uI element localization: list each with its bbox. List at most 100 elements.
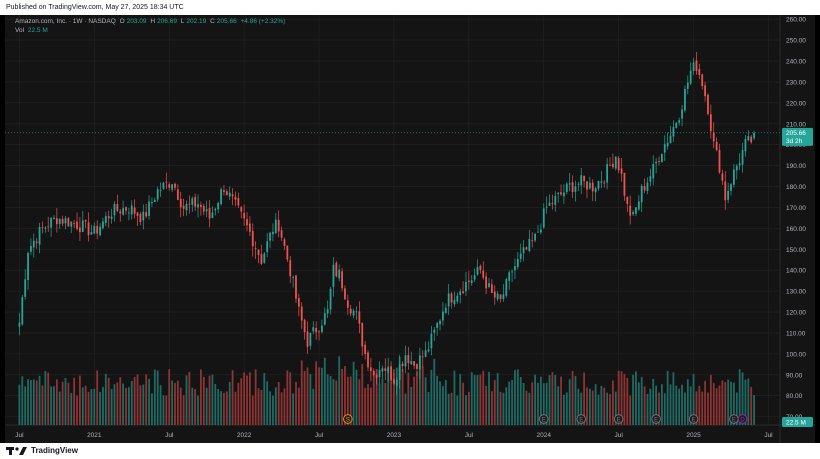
candle-body xyxy=(165,181,168,183)
volume-bar xyxy=(27,379,29,425)
price-tick-label: 110.00 xyxy=(786,330,806,337)
candle-body xyxy=(332,264,335,287)
price-tick-label: 250.00 xyxy=(786,38,806,45)
candle-body xyxy=(453,300,456,305)
candle-body xyxy=(643,186,646,191)
volume-bar xyxy=(133,376,136,425)
footer-brand: TradingView xyxy=(31,446,78,455)
published-text: Published on TradingView.com, May 27, 20… xyxy=(6,4,184,11)
candle-body xyxy=(557,192,560,195)
volume-bar xyxy=(32,379,35,425)
earnings-marker-label: E xyxy=(579,417,583,423)
candle-body xyxy=(473,275,476,280)
price-chart[interactable]: 70.0080.0090.00100.00110.00120.00130.001… xyxy=(5,15,815,443)
volume-bar xyxy=(352,361,355,425)
volume-bar xyxy=(750,386,753,425)
candle-body xyxy=(329,288,332,310)
earnings-marker-circle xyxy=(576,414,586,424)
candle-body xyxy=(735,165,738,171)
volume-bar xyxy=(404,393,407,425)
candle-body xyxy=(444,307,447,314)
volume-bar xyxy=(534,374,537,425)
volume-bar xyxy=(727,379,730,425)
earnings-marker[interactable]: E xyxy=(651,414,661,424)
candle-body xyxy=(476,267,479,275)
volume-bar xyxy=(309,373,312,425)
volume-bar xyxy=(660,384,663,425)
candle-body xyxy=(744,139,747,152)
volume-bar xyxy=(375,368,378,425)
price-tick-label: 230.00 xyxy=(786,79,806,86)
volume-bar xyxy=(272,395,274,425)
candle-body xyxy=(603,182,606,184)
volume-bar xyxy=(303,370,306,425)
candle-body xyxy=(116,203,119,212)
candle-body xyxy=(450,293,453,303)
chart-frame[interactable]: 70.0080.0090.00100.00110.00120.00130.001… xyxy=(5,15,815,443)
volume-bar xyxy=(231,370,234,425)
volume-bar xyxy=(81,387,84,425)
candle-body xyxy=(228,192,231,197)
candle-body xyxy=(393,379,395,384)
volume-bar xyxy=(174,383,176,425)
volume-bar xyxy=(724,382,727,425)
candle-body xyxy=(594,188,597,193)
earnings-marker-circle xyxy=(651,414,661,424)
volume-bar xyxy=(439,381,441,425)
candle-body xyxy=(378,369,381,378)
volume-bar xyxy=(424,377,427,425)
earnings-marker[interactable]: E xyxy=(729,414,739,424)
legend-ohlc: Amazon.com, Inc. · 1W · NASDAQ O 203.09 H… xyxy=(15,18,287,25)
candle-body xyxy=(159,190,162,191)
candle-body xyxy=(514,266,516,271)
candle-body xyxy=(202,205,205,212)
volume-bar xyxy=(482,370,485,425)
earnings-marker[interactable]: E xyxy=(613,414,624,424)
split-marker[interactable]: S xyxy=(343,414,353,424)
candle-body xyxy=(260,254,263,264)
candle-body xyxy=(658,161,660,162)
volume-bar xyxy=(102,386,104,425)
dividend-marker[interactable]: D xyxy=(737,414,748,424)
candle-body xyxy=(698,68,701,75)
earnings-marker[interactable]: E xyxy=(576,414,586,424)
volume-bar xyxy=(712,383,715,425)
candle-body xyxy=(372,370,375,375)
time-tick-label: Jul xyxy=(465,432,474,439)
volume-bar xyxy=(560,376,562,425)
volume-bar xyxy=(505,387,508,425)
volume-bar xyxy=(704,380,706,425)
published-banner: Published on TradingView.com, May 27, 20… xyxy=(0,0,820,15)
volume-bar xyxy=(418,365,421,425)
candle-body xyxy=(79,227,81,233)
candle-body xyxy=(237,198,240,206)
volume-bar xyxy=(260,390,263,425)
candle-body xyxy=(413,361,416,366)
candle-body xyxy=(277,219,280,232)
candle-body xyxy=(44,227,47,229)
candle-body xyxy=(701,74,704,86)
volume-bar xyxy=(568,379,571,425)
candle-body xyxy=(70,221,73,227)
candle-body xyxy=(248,223,251,232)
volume-bar xyxy=(617,370,620,425)
volume-bar xyxy=(407,372,410,425)
candle-body xyxy=(652,164,655,179)
candle-body xyxy=(61,218,64,224)
candle-body xyxy=(583,176,585,182)
candle-body xyxy=(733,169,735,185)
volume-bar xyxy=(522,383,525,425)
time-tick-label: 2021 xyxy=(87,432,102,439)
price-tick-label: 130.00 xyxy=(786,289,806,296)
volume-bar xyxy=(332,379,335,425)
volume-bar xyxy=(393,369,395,425)
volume-bar xyxy=(652,378,655,425)
earnings-marker[interactable]: E xyxy=(539,414,549,424)
candle-body xyxy=(87,222,90,236)
candle-body xyxy=(102,221,104,229)
earnings-marker[interactable]: E xyxy=(688,414,699,424)
volume-bar xyxy=(79,375,81,425)
candle-body xyxy=(560,192,562,195)
candle-body xyxy=(488,283,490,287)
volume-bar xyxy=(153,369,156,425)
